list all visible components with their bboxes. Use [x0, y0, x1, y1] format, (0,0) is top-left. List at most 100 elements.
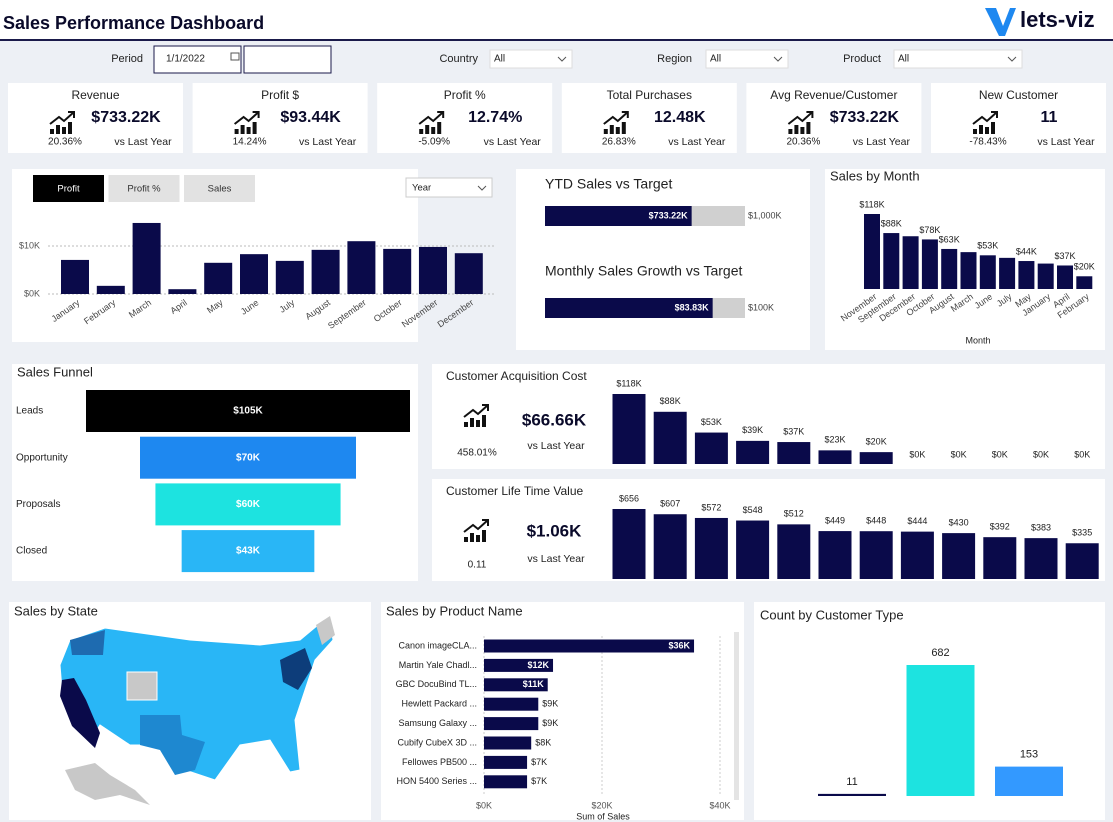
value-label: $88K: [660, 396, 681, 406]
bar: [859, 531, 893, 579]
dropdown[interactable]: [489, 49, 573, 69]
us-map: [59, 616, 335, 805]
kpi-change: 20.36%: [786, 137, 820, 148]
value-label: $656: [619, 493, 639, 503]
value-label: $105K: [233, 406, 263, 417]
kpi-icon: [973, 122, 995, 134]
bar: [484, 775, 528, 789]
filter-value[interactable]: All: [494, 54, 505, 65]
kpi-comparison: vs Last Year: [527, 553, 585, 565]
value-label: $11K: [523, 679, 545, 689]
dropdown[interactable]: [893, 49, 1023, 69]
kpi-comparison: vs Last Year: [299, 136, 357, 148]
value-label: $449: [825, 515, 845, 525]
bar: [204, 262, 233, 294]
kpi-title: Profit %: [444, 88, 486, 102]
kpi-value: $66.66K: [522, 410, 587, 429]
value-label: $444: [907, 516, 927, 526]
header-bar: [0, 0, 1113, 40]
tab[interactable]: [184, 175, 255, 202]
bar: [612, 509, 646, 579]
stage-label: Proposals: [16, 499, 60, 510]
bar: [999, 257, 1016, 289]
funnel-bar: [140, 436, 356, 479]
filter-label: Country: [439, 53, 478, 65]
kpi-value: $733.22K: [830, 109, 900, 126]
dropdown-value[interactable]: Year: [412, 183, 431, 194]
value-label: $7K: [531, 757, 547, 767]
y-tick-label: Cubify CubeX 3D ...: [397, 737, 477, 747]
bar: [653, 411, 687, 464]
funnel-bar: [155, 483, 341, 526]
filter-value[interactable]: All: [710, 54, 721, 65]
kpi-change: 458.01%: [457, 448, 497, 459]
date-input[interactable]: [153, 45, 242, 74]
bar: [736, 440, 770, 464]
value-label: $63K: [939, 234, 960, 244]
dropdown[interactable]: [705, 49, 789, 69]
stage-label: Opportunity: [16, 452, 68, 463]
chart-title: YTD Sales vs Target: [545, 176, 672, 192]
filter-value[interactable]: All: [898, 54, 909, 65]
bar: [484, 678, 548, 692]
value-label: $20K: [866, 437, 887, 447]
map-state-mid: [140, 715, 205, 775]
filter-value[interactable]: 1/1/2022: [166, 54, 205, 65]
chart-title: Customer Acquisition Cost: [446, 369, 587, 383]
logo-mark: [985, 8, 1016, 36]
kpi-icon: [464, 415, 486, 427]
dropdown-chevron: [1007, 56, 1017, 62]
bar: [694, 432, 728, 464]
value-label: $8K: [535, 737, 551, 747]
date-input[interactable]: [243, 45, 332, 74]
value-label: $83.83K: [675, 302, 710, 312]
bar: [484, 717, 539, 731]
chart-title: Sales by Month: [830, 168, 920, 183]
kpi-comparison: vs Last Year: [853, 136, 911, 148]
tab-label[interactable]: Profit: [57, 184, 80, 195]
x-axis-title: Sum of Sales: [576, 811, 630, 821]
bar: [818, 450, 852, 464]
bar: [941, 248, 958, 289]
map-state-dark: [60, 678, 100, 748]
bar: [864, 214, 880, 289]
bar: [777, 524, 811, 579]
scrollbar[interactable]: [734, 632, 739, 800]
kpi-title: Profit $: [261, 88, 299, 102]
bar: [902, 236, 919, 289]
value-bar: [545, 206, 692, 226]
target-label: $1,000K: [748, 210, 782, 220]
dropdown[interactable]: [405, 177, 493, 198]
funnel-bar: [181, 530, 315, 573]
bar: [900, 531, 934, 579]
y-tick-label: Samsung Galaxy ...: [398, 718, 477, 728]
tab[interactable]: [108, 175, 180, 202]
panel: [561, 83, 737, 153]
filter-label: Region: [657, 53, 692, 65]
value-label: $9K: [542, 718, 558, 728]
kpi-icon: [603, 111, 629, 125]
map-state-empty: [126, 671, 158, 701]
filter-label: Product: [843, 53, 881, 65]
bar: [1057, 265, 1073, 289]
panel: [746, 83, 922, 153]
dropdown-chevron: [477, 185, 487, 191]
tab-label[interactable]: Sales: [208, 184, 232, 195]
tab[interactable]: [33, 175, 104, 202]
value-label: $78K: [919, 225, 940, 235]
y-tick-label: $0K: [24, 288, 40, 298]
y-tick-label: $10K: [19, 240, 40, 250]
kpi-value: $733.22K: [91, 109, 161, 126]
bar: [777, 442, 811, 464]
value-label: $12K: [528, 660, 550, 670]
bar: [612, 394, 646, 464]
bar: [983, 537, 1017, 579]
bar: [454, 253, 483, 294]
kpi-value: $93.44K: [280, 109, 341, 126]
tab-label[interactable]: Profit %: [127, 184, 161, 195]
kpi-change: 0.11: [468, 560, 487, 571]
x-axis-title: Month: [965, 335, 990, 345]
value-label: $36K: [669, 640, 691, 650]
